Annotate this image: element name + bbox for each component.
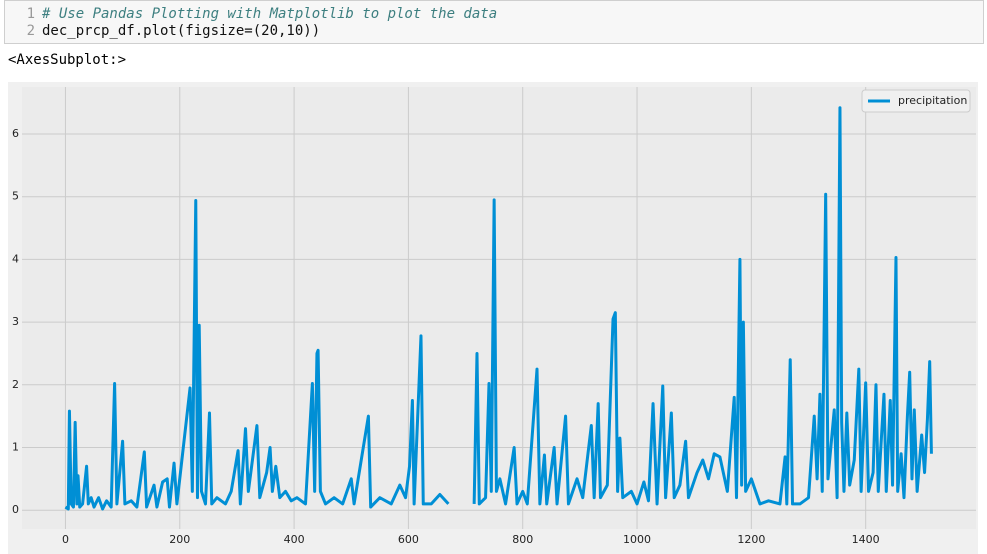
y-tick-label: 4 [12,252,19,265]
x-tick-label: 0 [62,533,69,546]
y-tick-label: 1 [12,440,19,453]
y-tick-label: 3 [12,315,19,328]
code-line: dec_prcp_df.plot(figsize=(20,10)) [42,23,321,39]
x-tick-label: 800 [512,533,533,546]
y-tick-label: 5 [12,190,19,203]
x-tick-label: 400 [284,533,305,546]
x-tick-label: 600 [398,533,419,546]
code-line: # Use Pandas Plotting with Matplotlib to… [42,6,498,22]
line-number: 1 [26,6,35,22]
line-number: 2 [26,23,35,39]
cell-output: <AxesSubplot:> [8,52,127,68]
axes-background [22,87,976,529]
x-tick-label: 1200 [737,533,765,546]
y-tick-label: 0 [12,503,19,516]
y-tick-label: 6 [12,127,19,140]
legend-box [861,89,971,113]
code-cell[interactable]: 1 2 # Use Pandas Plotting with Matplotli… [4,0,984,44]
x-tick-label: 200 [169,533,190,546]
y-tick-label: 2 [12,378,19,391]
x-tick-label: 1000 [623,533,651,546]
data-line [64,106,933,511]
x-tick-label: 1400 [852,533,880,546]
legend-label: precipitation [898,94,967,107]
